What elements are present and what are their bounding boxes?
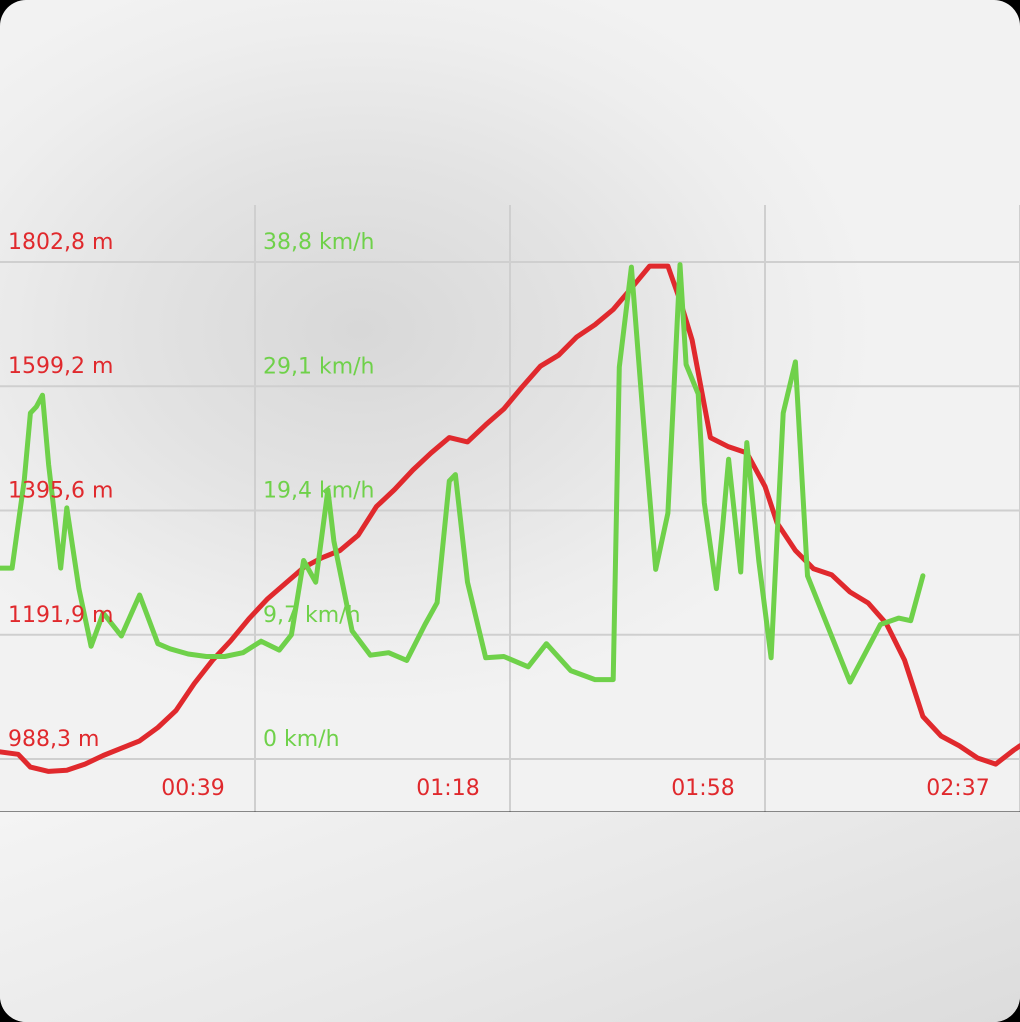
altitude-tick-label: 1802,8 m <box>8 230 113 255</box>
speed-tick-label: 9,7 km/h <box>263 603 361 628</box>
x-tick-label: 02:37 <box>926 776 989 801</box>
speed-tick-label: 0 km/h <box>263 727 340 752</box>
series-layer <box>0 262 1020 774</box>
altitude-tick-label: 1191,9 m <box>8 603 113 628</box>
speed-tick-label: 38,8 km/h <box>263 230 375 255</box>
altitude-tick-label: 1395,6 m <box>8 478 113 503</box>
label-layer: 988,3 m 1191,9 m 1395,6 m 1599,2 m 1802,8 m 0… <box>8 230 990 801</box>
speed-tick-label: 19,4 km/h <box>263 479 375 504</box>
altitude-tick-label: 1599,2 m <box>8 354 113 379</box>
x-tick-label: 00:39 <box>161 776 224 801</box>
x-tick-label: 01:18 <box>416 776 479 801</box>
speed-tick-label: 29,1 km/h <box>263 354 375 379</box>
altitude-tick-label: 988,3 m <box>8 727 99 752</box>
speed-series-line <box>0 262 926 685</box>
x-tick-label: 01:58 <box>671 776 734 801</box>
grid-layer <box>0 205 1020 813</box>
altitude-series-line <box>0 263 1020 774</box>
